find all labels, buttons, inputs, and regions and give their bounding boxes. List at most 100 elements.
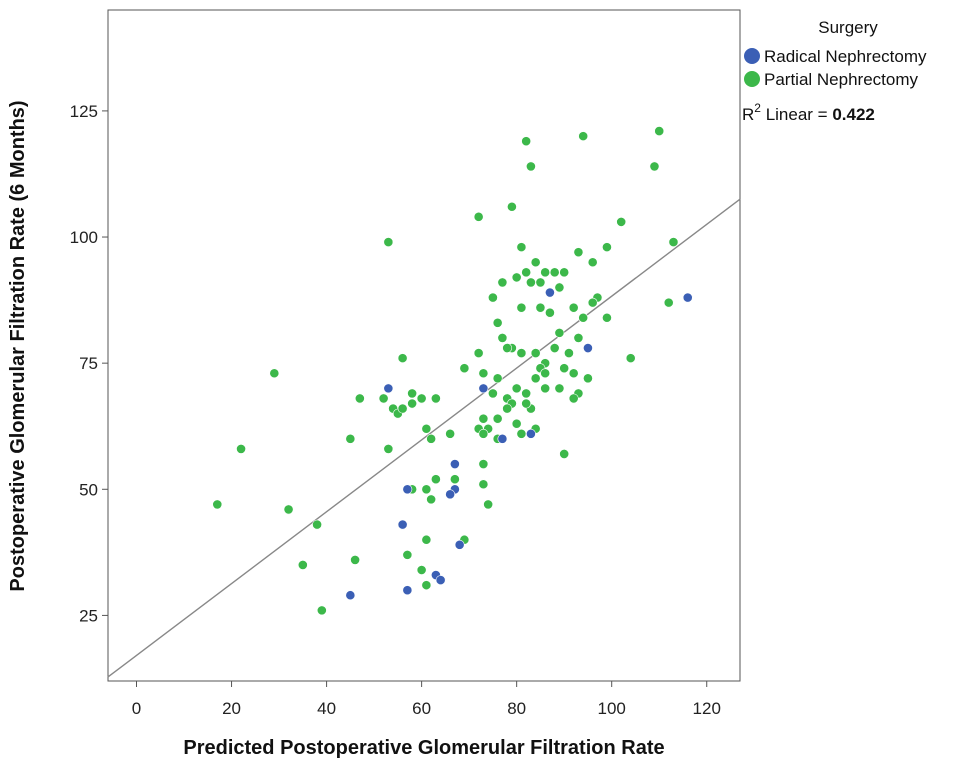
- partial-point: [535, 277, 546, 288]
- legend-label-partial: Partial Nephrectomy: [764, 70, 919, 89]
- partial-point: [492, 317, 503, 328]
- y-tick-label: 75: [79, 354, 98, 373]
- partial-point: [602, 312, 612, 323]
- partial-point: [473, 348, 484, 358]
- partial-point: [473, 211, 484, 222]
- partial-point: [540, 383, 551, 394]
- partial-point: [316, 605, 327, 616]
- partial-point: [488, 292, 498, 303]
- partial-point: [568, 368, 579, 379]
- fit-line: [107, 198, 741, 678]
- partial-point: [521, 388, 532, 399]
- radical-point: [454, 539, 465, 550]
- partial-point: [297, 560, 308, 570]
- radical-point: [526, 428, 536, 439]
- partial-point: [397, 403, 408, 414]
- partial-point: [521, 398, 532, 409]
- radical-point: [478, 383, 489, 394]
- partial-point: [663, 297, 674, 308]
- partial-point: [578, 131, 589, 142]
- radical-point: [345, 590, 356, 601]
- partial-point: [516, 428, 527, 439]
- r-squared-letter: R: [742, 105, 754, 124]
- partial-point: [535, 302, 546, 313]
- partial-point: [616, 216, 627, 227]
- partial-point: [521, 267, 532, 278]
- legend-marker-partial: [744, 71, 760, 87]
- x-tick-label: 120: [693, 699, 721, 718]
- partial-point: [516, 242, 527, 253]
- partial-point: [269, 368, 280, 379]
- x-tick-label: 0: [132, 699, 141, 718]
- partial-point: [654, 126, 665, 136]
- partial-point: [649, 161, 660, 172]
- partial-point: [212, 499, 223, 510]
- partial-point: [516, 302, 527, 313]
- radical-point: [449, 459, 460, 469]
- partial-point: [402, 549, 413, 560]
- partial-point: [554, 282, 565, 293]
- y-tick-label: 50: [79, 480, 98, 499]
- data-points-layer: [212, 126, 693, 616]
- x-axis-title: Predicted Postoperative Glomerular Filtr…: [183, 737, 664, 759]
- partial-point: [350, 555, 360, 565]
- partial-point: [559, 449, 570, 459]
- radical-point: [497, 433, 508, 444]
- partial-point: [573, 333, 584, 343]
- r-squared-value: 0.422: [832, 105, 875, 124]
- partial-point: [559, 267, 570, 278]
- radical-point: [682, 292, 693, 303]
- partial-point: [521, 136, 532, 147]
- partial-point: [625, 353, 636, 364]
- legend-marker-radical: [744, 48, 760, 64]
- plot-area-frame: [107, 9, 741, 682]
- partial-point: [416, 393, 427, 404]
- partial-point: [545, 307, 555, 318]
- partial-point: [568, 302, 579, 313]
- partial-point: [511, 272, 522, 283]
- partial-point: [530, 373, 541, 384]
- partial-point: [421, 534, 432, 545]
- radical-point: [545, 287, 555, 298]
- partial-point: [488, 388, 498, 399]
- x-tick-label: 20: [222, 699, 241, 718]
- r-squared-label: R2 Linear = 0.422: [742, 101, 875, 124]
- partial-point: [511, 383, 522, 394]
- partial-point: [421, 423, 432, 434]
- partial-point: [421, 484, 432, 495]
- partial-point: [478, 413, 489, 424]
- partial-point: [530, 257, 541, 268]
- partial-point: [578, 312, 589, 323]
- partial-point: [526, 161, 536, 172]
- r-squared-superscript: 2: [754, 101, 761, 115]
- radical-point: [397, 519, 408, 530]
- partial-point: [497, 277, 508, 288]
- partial-point: [383, 444, 394, 454]
- partial-point: [497, 333, 508, 343]
- partial-point: [587, 297, 598, 308]
- radical-point: [435, 575, 446, 585]
- partial-point: [540, 267, 551, 278]
- partial-point: [478, 368, 489, 379]
- partial-point: [602, 242, 612, 253]
- partial-point: [283, 504, 294, 515]
- radical-point: [445, 489, 456, 500]
- partial-point: [426, 494, 437, 505]
- partial-point: [587, 257, 598, 268]
- partial-point: [397, 353, 408, 364]
- partial-point: [668, 237, 679, 247]
- y-tick-label: 25: [79, 606, 98, 625]
- fit-line-layer: [107, 198, 741, 678]
- axes-layer: 0 20 40 60 80 100 120 25 50 75 100 125: [70, 102, 721, 718]
- partial-point: [236, 444, 246, 454]
- partial-point: [312, 519, 322, 530]
- y-axis-title: Postoperative Glomerular Filtration Rate…: [7, 100, 29, 591]
- partial-point: [554, 327, 565, 338]
- partial-point: [554, 383, 565, 394]
- partial-point: [549, 343, 560, 353]
- partial-point: [383, 237, 394, 247]
- partial-point: [502, 343, 513, 353]
- x-tick-label: 100: [598, 699, 626, 718]
- partial-point: [407, 398, 418, 409]
- partial-point: [407, 388, 418, 399]
